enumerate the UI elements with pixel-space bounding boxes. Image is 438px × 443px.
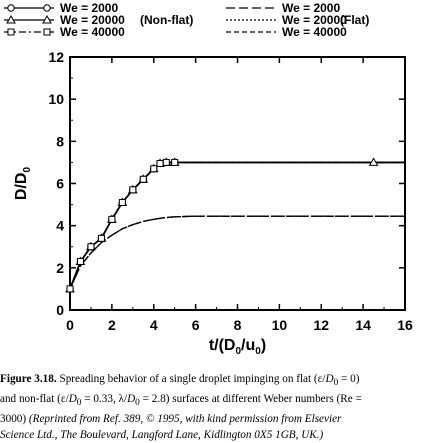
- square-marker: [171, 158, 179, 166]
- y-tick-label: 8: [56, 133, 64, 149]
- square-marker: [97, 234, 105, 242]
- legend-label: We = 20000: [282, 13, 347, 27]
- x-tick-label: 4: [150, 317, 158, 333]
- square-marker: [87, 243, 95, 251]
- legend-label: We = 40000: [60, 25, 125, 39]
- triangle-marker: [368, 157, 379, 166]
- caption-line1-end: = 0): [338, 373, 360, 385]
- x-tick-label: 2: [108, 317, 116, 333]
- square-marker: [108, 215, 116, 223]
- caption-line2-mid: = 0.33, λ/: [81, 393, 128, 406]
- caption-sub: 0: [333, 378, 339, 389]
- y-tick-label: 2: [56, 260, 64, 276]
- legend-label: We = 40000: [282, 25, 347, 39]
- triangle-marker: [6, 14, 16, 24]
- caption-label: Figure 3.18.: [0, 373, 57, 385]
- caption-sub: 0: [135, 398, 140, 409]
- x-tick-label: 6: [192, 317, 200, 333]
- series-line-flat-2000: [69, 215, 405, 290]
- y-tick-label: 6: [56, 176, 64, 192]
- caption-line2: and non-flat (ε/: [0, 393, 69, 406]
- triangle-marker: [42, 14, 52, 24]
- caption-line4-italic: Science Ltd., The Boulevard, Langford La…: [0, 429, 324, 442]
- caption-line3: 3000): [0, 413, 29, 426]
- x-tick-label: 0: [66, 317, 74, 333]
- x-tick-label: 12: [313, 317, 329, 333]
- axes: 0 2 4 6 8 10 12 14 16 0 2 4 6 8 10 12: [48, 49, 413, 333]
- caption-sym: D: [127, 393, 136, 406]
- square-marker: [150, 165, 158, 173]
- figure-caption: Figure 3.18. Spreading behavior of a sin…: [0, 371, 436, 443]
- legend-group-label: (Non-flat): [140, 13, 193, 27]
- plot-frame: [69, 56, 406, 311]
- caption-line2-end: = 2.8) surfaces at different Weber numbe…: [139, 393, 362, 406]
- series-line-flat-40000: [69, 215, 405, 290]
- square-marker: [66, 285, 74, 293]
- caption-sub: 0: [76, 398, 82, 409]
- legend-label: We = 2000: [282, 1, 340, 15]
- legend-label: We = 20000: [60, 13, 125, 27]
- x-tick-label: 8: [234, 317, 242, 333]
- circle-marker: [7, 4, 15, 12]
- caption-sym: D: [325, 373, 334, 385]
- y-tick-label: 12: [48, 49, 64, 65]
- y-tick-label: 10: [48, 91, 64, 107]
- series-layer: [69, 161, 405, 290]
- square-marker: [7, 28, 15, 36]
- y-tick-label: 4: [56, 218, 64, 234]
- circle-marker: [43, 4, 51, 12]
- square-marker: [129, 186, 137, 194]
- series-line-flat-20000: [69, 215, 405, 290]
- square-marker: [156, 159, 164, 167]
- x-tick-label: 14: [355, 317, 371, 333]
- legend-group-label: (Flat): [340, 13, 369, 27]
- square-marker: [139, 175, 147, 183]
- x-tick-label: 10: [272, 317, 288, 333]
- markers-layer: [65, 157, 379, 293]
- series-line-non-flat-40000: [69, 161, 405, 290]
- caption-line3-italic: (Reprinted from Ref. 389, © 1995, with k…: [28, 413, 342, 426]
- series-line-non-flat-20000: [69, 161, 405, 290]
- x-tick-label: 16: [397, 317, 413, 333]
- square-marker: [118, 198, 126, 206]
- caption-line1: Spreading behavior of a single droplet i…: [56, 373, 326, 385]
- square-marker: [43, 28, 51, 36]
- legend-label: We = 2000: [60, 1, 118, 15]
- square-marker: [162, 158, 170, 166]
- y-tick-label: 0: [56, 302, 64, 318]
- x-axis-title: t/(D0/u0): [209, 337, 266, 357]
- caption-sym: D: [68, 393, 77, 406]
- square-marker: [76, 258, 84, 266]
- axis-titles: t/(D0/u0) D/D0: [13, 167, 266, 358]
- series-line-non-flat-2000: [69, 161, 405, 290]
- y-axis-title: D/D0: [13, 167, 33, 201]
